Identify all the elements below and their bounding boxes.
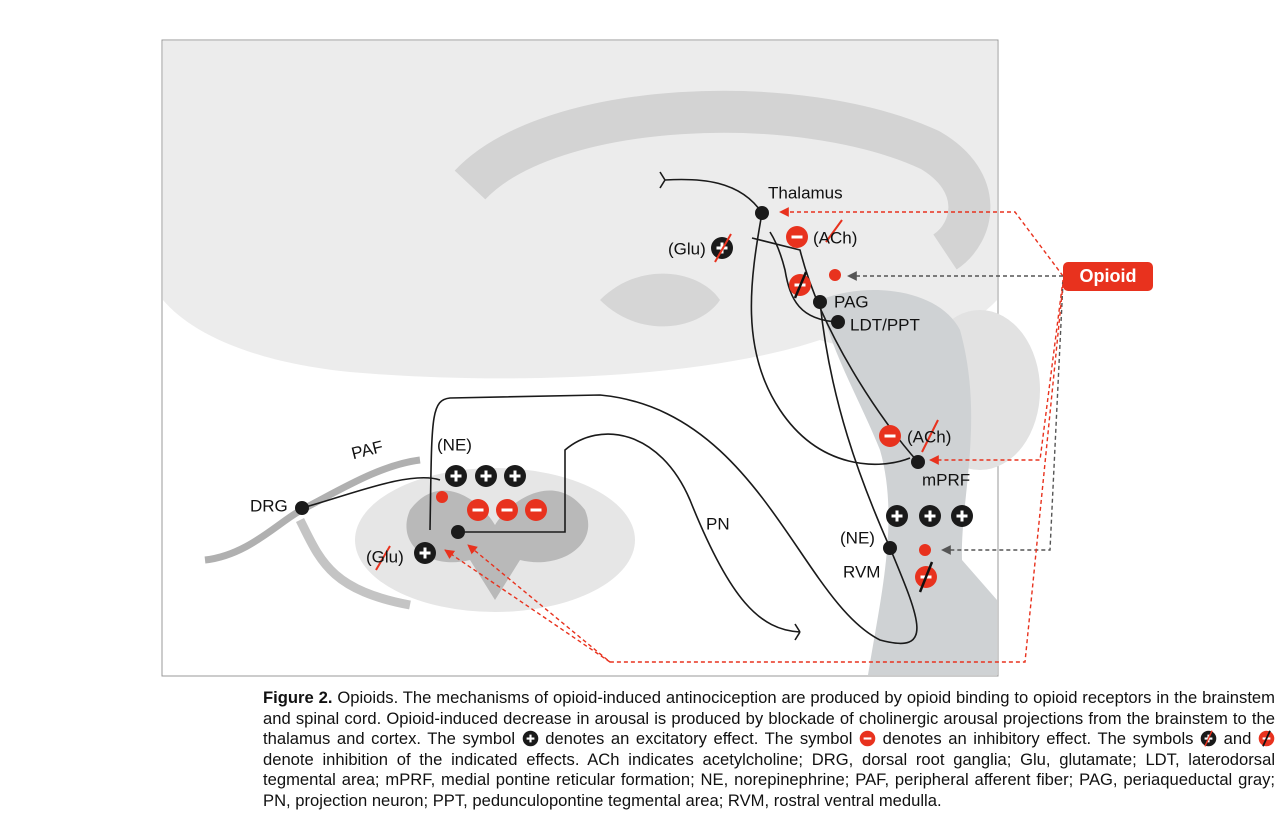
figure: Opioid Thalamus (Glu) (ACh) PAG LDT/PPT … [161, 39, 1153, 677]
caption-text: denotes an inhibitory effect. The symbol… [882, 729, 1194, 748]
drg-label: DRG [250, 496, 288, 515]
caption: Figure 2. Opioids. The mechanisms of opi… [263, 688, 1275, 811]
neuron-paths [301, 171, 919, 645]
glu-label: (Glu) [366, 547, 404, 566]
plus-symbol [522, 730, 538, 747]
caption-text: Opioids. The mechanisms of opioid-induce… [263, 688, 1275, 748]
glu-label: (Glu) [668, 239, 706, 258]
ne-label: (NE) [437, 435, 472, 454]
mprf-label: mPRF [922, 470, 970, 489]
blocked-minus-symbol [1258, 730, 1275, 747]
ne-label: (NE) [840, 528, 875, 547]
caption-text: and [1223, 729, 1252, 748]
rvm-label: RVM [843, 562, 880, 581]
effect-symbols [375, 219, 975, 593]
pn-label: PN [706, 514, 730, 533]
opioid-label: Opioid [1080, 266, 1137, 286]
pag-label: PAG [834, 292, 869, 311]
opioid-box [1063, 262, 1153, 291]
thalamus-label: Thalamus [768, 183, 843, 202]
ldt-ppt-label: LDT/PPT [850, 315, 920, 334]
caption-text: denote inhibition of the indicated effec… [263, 749, 1275, 810]
blocked-plus-symbol [1200, 730, 1217, 747]
ach-label: (ACh) [813, 228, 857, 247]
opioid-arrows [444, 207, 1064, 663]
minus-symbol [859, 730, 876, 747]
neuron-bodies [295, 206, 931, 556]
caption-label: Figure 2. [263, 688, 333, 707]
ach-label: (ACh) [907, 427, 951, 446]
caption-text: denotes an excitatory effect. The symbol [545, 729, 853, 748]
